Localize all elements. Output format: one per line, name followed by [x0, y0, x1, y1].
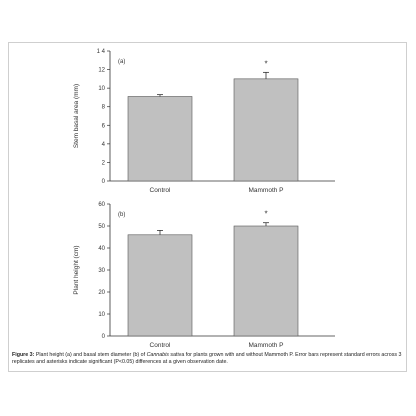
bar-a — [127, 96, 193, 182]
y-tick-label-b: 20 — [98, 290, 105, 296]
x-tick-label-b: Control — [150, 342, 172, 349]
y-tick-label-a: 6 — [102, 123, 106, 129]
y-tick-label-a: 4 — [102, 142, 106, 148]
y-tick-label-a: 12 — [98, 68, 105, 74]
caption-text-before: Plant height (a) and basal stem diameter… — [34, 352, 147, 358]
bar-b — [233, 225, 299, 337]
y-tick-label-b: 60 — [98, 202, 105, 208]
y-tick-label-a: 2 — [102, 160, 106, 166]
x-tick-label-b: Mammoth P — [248, 342, 283, 349]
y-tick-label-b: 0 — [102, 334, 106, 340]
y-axis-label-a: Stem basal area (mm) — [73, 84, 80, 148]
y-tick-label-b: 30 — [98, 268, 105, 274]
caption-species: Cannabis — [146, 352, 169, 358]
bar-a — [233, 78, 299, 182]
bar-b — [127, 234, 193, 337]
x-tick-label-a: Mammoth P — [248, 187, 283, 194]
caption-text-after: sativa for plants grown with and without… — [12, 352, 402, 365]
panel-label-b: (b) — [118, 212, 125, 218]
y-tick-label-a: 1 4 — [97, 49, 106, 55]
panel-label-a: (a) — [118, 59, 125, 65]
y-tick-label-a: 10 — [98, 86, 105, 92]
y-tick-label-b: 10 — [98, 312, 105, 318]
y-tick-label-b: 40 — [98, 246, 105, 252]
y-tick-label-b: 50 — [98, 224, 105, 230]
y-axis-label-b: Plant height (cm) — [73, 245, 80, 294]
y-tick-label-a: 0 — [102, 179, 106, 185]
significance-asterisk-a: * — [264, 59, 267, 68]
x-tick-label-a: Control — [150, 187, 172, 194]
significance-asterisk-b: * — [264, 210, 267, 219]
y-tick-label-a: 8 — [102, 105, 106, 111]
figure-frame — [8, 42, 407, 372]
caption-label: Figure 3: — [12, 352, 35, 358]
figure-caption: Figure 3: Plant height (a) and basal ste… — [12, 352, 404, 366]
